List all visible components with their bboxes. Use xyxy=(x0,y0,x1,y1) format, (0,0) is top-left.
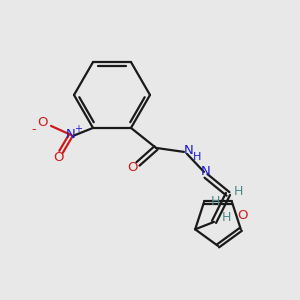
Text: O: O xyxy=(128,161,138,174)
Text: O: O xyxy=(237,209,248,222)
Text: H: H xyxy=(221,212,231,224)
Text: H: H xyxy=(233,185,243,198)
Text: H: H xyxy=(193,152,201,162)
Text: -: - xyxy=(32,123,36,136)
Text: N: N xyxy=(66,128,76,141)
Text: O: O xyxy=(38,116,48,129)
Text: N: N xyxy=(184,144,194,158)
Text: H: H xyxy=(210,195,220,208)
Text: N: N xyxy=(201,165,211,178)
Text: O: O xyxy=(54,152,64,164)
Text: +: + xyxy=(74,124,82,134)
